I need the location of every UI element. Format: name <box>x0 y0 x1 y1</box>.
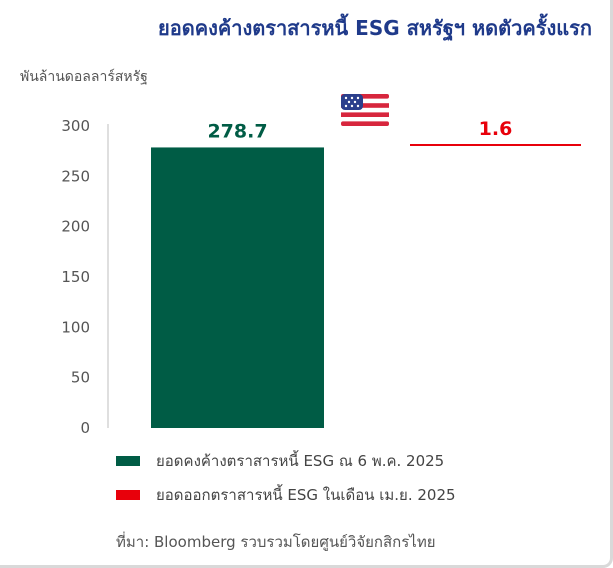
data-label-outstanding: 278.7 <box>207 120 267 142</box>
y-tick-label: 50 <box>71 369 90 387</box>
legend-swatch-outstanding <box>116 456 140 466</box>
bar-group: 278.7 1.6 <box>151 118 581 428</box>
legend-item-issuance: ยอดออกตราสารหนี้ ESG ในเดือน เม.ย. 2025 <box>116 483 456 507</box>
legend-swatch-issuance <box>116 490 140 500</box>
y-tick-label: 200 <box>61 218 90 236</box>
y-tick-label: 300 <box>61 117 90 135</box>
y-tick-label: 100 <box>61 318 90 336</box>
y-axis-label: พันล้านดอลลาร์สหรัฐ <box>20 69 148 85</box>
bar-outstanding <box>151 147 324 428</box>
y-tick-label: 150 <box>61 268 90 286</box>
chart-title: ยอดคงค้างตราสารหนี้ ESG สหรัฐฯ หดตัวครั้… <box>157 16 592 40</box>
data-label-issuance: 1.6 <box>479 118 513 140</box>
y-tick-group: 0 50 100 150 200 250 300 <box>61 117 90 437</box>
legend-label-issuance: ยอดออกตราสารหนี้ ESG ในเดือน เม.ย. 2025 <box>156 486 456 504</box>
source-note: ที่มา: Bloomberg รวบรวมโดยศูนย์วิจัยกสิก… <box>116 533 436 551</box>
y-tick-label: 0 <box>80 419 90 437</box>
legend-label-outstanding: ยอดคงค้างตราสารหนี้ ESG ณ 6 พ.ค. 2025 <box>156 452 445 470</box>
y-tick-label: 250 <box>61 167 90 185</box>
us-flag-icon <box>341 94 389 126</box>
legend-item-outstanding: ยอดคงค้างตราสารหนี้ ESG ณ 6 พ.ค. 2025 <box>116 449 444 473</box>
